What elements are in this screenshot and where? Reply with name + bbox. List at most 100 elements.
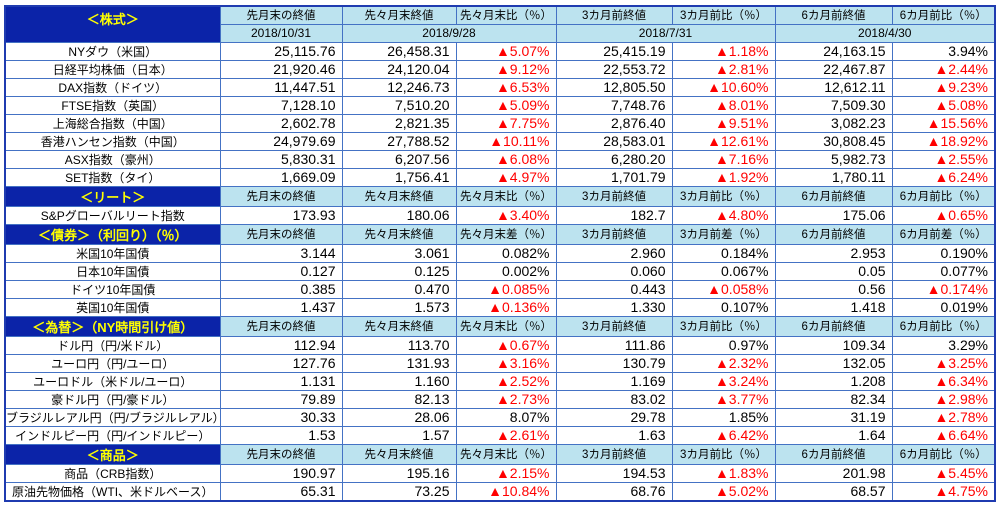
- value-cell: 11,447.51: [219, 77, 343, 97]
- value-cell: 194.53: [555, 463, 673, 483]
- value-cell: ▲5.07%: [455, 41, 557, 61]
- value-cell: 131.93: [341, 353, 457, 373]
- value-cell: ▲5.45%: [891, 463, 996, 483]
- value-cell: 21,920.46: [219, 59, 343, 79]
- value-cell: ▲10.11%: [455, 131, 557, 151]
- value-cell: ▲4.80%: [671, 205, 776, 225]
- table-row-stocks-6: ASX指数（豪州） 5,830.31 6,207.56 ▲6.08% 6,280.20 ▲…: [4, 149, 996, 169]
- value-cell: 1.573: [341, 297, 457, 317]
- value-cell: 31.19: [774, 407, 893, 427]
- value-cell: 1.160: [341, 371, 457, 391]
- value-cell: 6,280.20: [555, 149, 673, 169]
- column-header: 先々月末比（％）: [455, 5, 557, 25]
- value-cell: ▲0.174%: [891, 279, 996, 299]
- section-title-reit: ＜リート＞: [4, 185, 221, 207]
- value-cell: 73.25: [341, 481, 457, 501]
- column-header: 先月末の終値: [219, 443, 343, 465]
- row-label: ブラジルレアル円（円/ブラジルレアル）: [4, 407, 221, 427]
- column-header: 先々月末終値: [341, 5, 457, 25]
- value-cell: ▲1.92%: [671, 167, 776, 187]
- column-header: 先月末の終値: [219, 5, 343, 25]
- column-header: 先々月末終値: [341, 223, 457, 245]
- row-label: 香港ハンセン指数（中国）: [4, 131, 221, 151]
- value-cell: 109.34: [774, 335, 893, 355]
- value-cell: 1,756.41: [341, 167, 457, 187]
- value-cell: 0.060: [555, 261, 673, 281]
- value-cell: 7,128.10: [219, 95, 343, 115]
- date-row: 2018/10/31 2018/9/28 2018/7/31 2018/4/30: [5, 23, 996, 43]
- table-row-stocks-4: 上海総合指数（中国） 2,602.78 2,821.35 ▲7.75% 2,876.40…: [4, 113, 996, 133]
- column-header: 3カ月前終値: [555, 443, 673, 465]
- value-cell: ▲3.77%: [671, 389, 776, 409]
- value-cell: 24,163.15: [774, 41, 893, 61]
- table-row-stocks-7: SET指数（タイ） 1,669.09 1,756.41 ▲4.97% 1,701.79 ▲…: [4, 167, 996, 187]
- value-cell: ▲0.136%: [455, 297, 557, 317]
- value-cell: ▲0.058%: [671, 279, 776, 299]
- value-cell: 1.330: [555, 297, 673, 317]
- value-cell: 22,467.87: [774, 59, 893, 79]
- market-table: ＜株式＞ 先月末の終値 先々月末終値 先々月末比（％） 3カ月前終値 3カ月前比（％） 6カ…: [4, 5, 996, 502]
- value-cell: ▲2.55%: [891, 149, 996, 169]
- value-cell: ▲0.65%: [891, 205, 996, 225]
- table-row-fx-1: ユーロ円（円/ユーロ） 127.76 131.93 ▲3.16% 130.79 ▲2.32…: [4, 353, 996, 373]
- value-cell: 5,830.31: [219, 149, 343, 169]
- column-header: 3カ月前比（％）: [671, 315, 776, 337]
- table-row-commodities-0: 商品（CRB指数） 190.97 195.16 ▲2.15% 194.53 ▲1.83% 2…: [4, 463, 996, 483]
- section-title-commodities: ＜商品＞: [4, 443, 221, 465]
- value-cell: 68.76: [555, 481, 673, 501]
- value-cell: ▲18.92%: [891, 131, 996, 151]
- value-cell: 1.57: [341, 425, 457, 445]
- column-header: 6カ月前比（％）: [891, 5, 996, 25]
- row-label: S&Pグローバルリート指数: [4, 205, 221, 225]
- value-cell: ▲2.61%: [455, 425, 557, 445]
- date-cell: 2018/10/31: [219, 23, 343, 43]
- value-cell: 0.470: [341, 279, 457, 299]
- value-cell: ▲6.08%: [455, 149, 557, 169]
- section-commodities-header-row: ＜商品＞ 先月末の終値 先々月末終値 先々月末比（％） 3カ月前終値 3カ月前比（％） 6カ…: [4, 443, 996, 465]
- column-header: 3カ月前比（％）: [671, 443, 776, 465]
- value-cell: 26,458.31: [341, 41, 457, 61]
- value-cell: 0.082%: [455, 243, 557, 263]
- value-cell: ▲5.08%: [891, 95, 996, 115]
- column-header: 6カ月前差（％）: [891, 223, 996, 245]
- column-header: 3カ月前比（％）: [671, 5, 776, 25]
- column-header: 6カ月前比（％）: [891, 185, 996, 207]
- row-label: ユーロ円（円/ユーロ）: [4, 353, 221, 373]
- table-row-fx-5: インドルピー円（円/インドルピー） 1.53 1.57 ▲2.61% 1.63 ▲6.42…: [4, 425, 996, 445]
- column-header: 3カ月前終値: [555, 5, 673, 25]
- value-cell: 175.06: [774, 205, 893, 225]
- value-cell: ▲7.16%: [671, 149, 776, 169]
- value-cell: 22,553.72: [555, 59, 673, 79]
- value-cell: 8.07%: [455, 407, 557, 427]
- column-header: 先月末の終値: [219, 223, 343, 245]
- row-label: 豪ドル円（円/豪ドル）: [4, 389, 221, 409]
- value-cell: 0.97%: [671, 335, 776, 355]
- column-header: 先々月末差（％）: [455, 223, 557, 245]
- value-cell: 132.05: [774, 353, 893, 373]
- value-cell: 25,115.76: [219, 41, 343, 61]
- column-header: 先々月末終値: [341, 185, 457, 207]
- value-cell: ▲4.97%: [455, 167, 557, 187]
- value-cell: ▲2.15%: [455, 463, 557, 483]
- value-cell: ▲2.81%: [671, 59, 776, 79]
- column-header: 6カ月前終値: [774, 315, 893, 337]
- table-row-stocks-1: 日経平均株価（日本） 21,920.46 24,120.04 ▲9.12% 22,553…: [4, 59, 996, 79]
- row-label: NYダウ（米国）: [4, 41, 221, 61]
- column-header: 先々月末比（％）: [455, 443, 557, 465]
- value-cell: ▲12.61%: [671, 131, 776, 151]
- column-header: 6カ月前終値: [774, 5, 893, 25]
- column-header: 3カ月前終値: [555, 223, 673, 245]
- value-cell: ▲0.67%: [455, 335, 557, 355]
- table-row-bonds-0: 米国10年国債 3.144 3.061 0.082% 2.960 0.184% 2.953 0…: [4, 243, 996, 263]
- value-cell: 68.57: [774, 481, 893, 501]
- table-row-stocks-3: FTSE指数（英国） 7,128.10 7,510.20 ▲5.09% 7,748.76…: [4, 95, 996, 115]
- table-row-stocks-0: NYダウ（米国） 25,115.76 26,458.31 ▲5.07% 25,415.1…: [4, 41, 996, 61]
- row-label: SET指数（タイ）: [4, 167, 221, 187]
- value-cell: 0.127: [219, 261, 343, 281]
- row-label: ドル円（円/米ドル）: [4, 335, 221, 355]
- table-row-reit-0: S&Pグローバルリート指数 173.93 180.06 ▲3.40% 182.7 ▲4.8…: [4, 205, 996, 225]
- table-row-fx-0: ドル円（円/米ドル） 112.94 113.70 ▲0.67% 111.86 0.97% 1…: [4, 335, 996, 355]
- value-cell: 30,808.45: [774, 131, 893, 151]
- value-cell: 0.05: [774, 261, 893, 281]
- value-cell: 173.93: [219, 205, 343, 225]
